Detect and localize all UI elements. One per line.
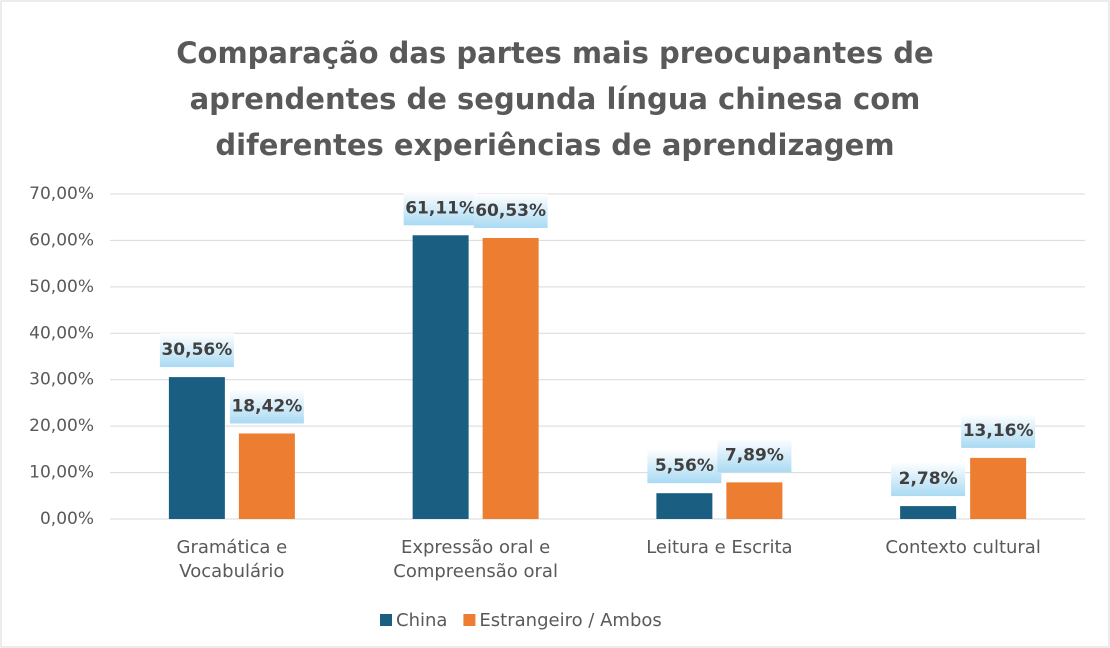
bar bbox=[482, 237, 539, 520]
x-tick-label: Gramática e Vocabulário bbox=[176, 537, 288, 582]
y-tick-label: 10,00% bbox=[29, 463, 94, 483]
x-tick-label: Leitura e Escrita bbox=[646, 537, 793, 558]
legend-label: Estrangeiro / Ambos bbox=[479, 610, 661, 631]
bar bbox=[970, 457, 1027, 519]
bar bbox=[656, 493, 713, 519]
data-label-box bbox=[403, 191, 478, 226]
data-label-box bbox=[229, 389, 304, 424]
bar bbox=[412, 235, 469, 519]
data-label-box bbox=[647, 449, 722, 484]
y-tick-label: 70,00% bbox=[29, 184, 94, 204]
y-tick-label: 20,00% bbox=[29, 416, 94, 436]
y-tick-label: 30,00% bbox=[29, 370, 94, 390]
bar bbox=[238, 433, 295, 519]
data-label: 30,56% bbox=[161, 340, 232, 360]
y-tick-label: 60,00% bbox=[29, 230, 94, 250]
data-label: 5,56% bbox=[655, 456, 714, 476]
legend-label: China bbox=[396, 610, 447, 631]
y-tick-label: 0,00% bbox=[40, 509, 94, 529]
chart-title: Comparação das partes mais preocupantes … bbox=[176, 36, 934, 162]
y-tick-label: 50,00% bbox=[29, 277, 94, 297]
legend-swatch bbox=[380, 614, 392, 626]
bar bbox=[168, 377, 225, 519]
data-label: 18,42% bbox=[231, 396, 302, 416]
data-label-box bbox=[717, 438, 792, 473]
y-tick-label: 40,00% bbox=[29, 323, 94, 343]
x-tick-label: Contexto cultural bbox=[885, 537, 1041, 558]
bar bbox=[726, 482, 783, 519]
data-label: 7,89% bbox=[725, 445, 784, 465]
data-label: 13,16% bbox=[963, 421, 1034, 441]
x-tick-label: Expressão oral e Compreensão oral bbox=[393, 537, 558, 582]
data-label: 60,53% bbox=[475, 201, 546, 221]
bar bbox=[900, 506, 957, 519]
data-label-box bbox=[473, 193, 548, 228]
data-label-box bbox=[961, 413, 1036, 448]
data-label: 2,78% bbox=[899, 469, 958, 489]
legend-swatch bbox=[463, 614, 476, 626]
data-label-box bbox=[891, 462, 966, 497]
data-label: 61,11% bbox=[405, 198, 476, 218]
data-label-box bbox=[159, 333, 234, 368]
